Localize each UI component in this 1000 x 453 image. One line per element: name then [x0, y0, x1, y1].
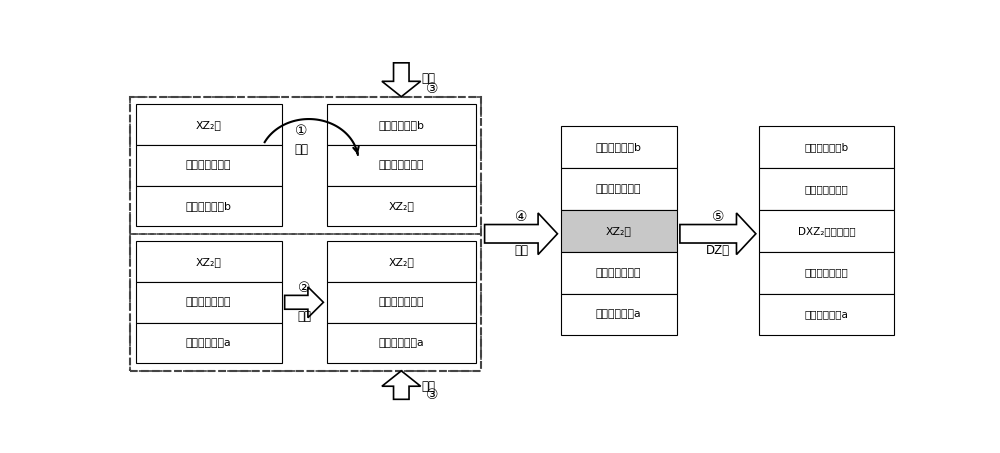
Bar: [326, 323, 476, 363]
Text: 透明导电基板b: 透明导电基板b: [596, 142, 642, 152]
Bar: [326, 241, 476, 282]
Bar: [130, 96, 481, 371]
Text: 无机空穴传输层: 无机空穴传输层: [804, 184, 848, 194]
Bar: [561, 294, 677, 335]
Text: 无机电子传输层: 无机电子传输层: [804, 268, 848, 278]
Polygon shape: [485, 213, 557, 255]
Text: 无机电子传输层: 无机电子传输层: [186, 297, 231, 307]
Text: 无机空穴传输层: 无机空穴传输层: [596, 184, 641, 194]
Bar: [561, 168, 677, 210]
Text: 透明导电基板b: 透明导电基板b: [804, 142, 848, 152]
Text: ②: ②: [298, 281, 310, 295]
Bar: [130, 96, 481, 234]
Text: 压力: 压力: [421, 72, 435, 85]
Text: 透明导电基板b: 透明导电基板b: [378, 120, 424, 130]
Bar: [759, 168, 894, 210]
Bar: [326, 145, 476, 186]
Text: ①: ①: [295, 124, 307, 138]
Bar: [136, 145, 282, 186]
Text: 翻转: 翻转: [294, 143, 308, 155]
Bar: [759, 251, 894, 294]
Bar: [326, 186, 476, 226]
Polygon shape: [382, 63, 421, 96]
Bar: [136, 241, 282, 282]
Text: ⑤: ⑤: [712, 210, 724, 224]
Text: 压力: 压力: [421, 380, 435, 393]
Bar: [130, 234, 481, 371]
Bar: [136, 186, 282, 226]
Text: XZ₂层: XZ₂层: [196, 120, 222, 130]
Text: XZ₂层: XZ₂层: [388, 257, 414, 267]
Text: XZ₂层: XZ₂层: [388, 201, 414, 211]
Text: 退火: 退火: [514, 244, 528, 257]
Bar: [326, 282, 476, 323]
Text: ③: ③: [426, 389, 439, 402]
Text: XZ₂层: XZ₂层: [606, 226, 632, 236]
Text: 透明导电基板b: 透明导电基板b: [186, 201, 232, 211]
Bar: [759, 294, 894, 335]
Text: 透明导电基板a: 透明导电基板a: [186, 338, 232, 348]
Text: DZ浴: DZ浴: [706, 244, 730, 257]
Text: 透明导电基板a: 透明导电基板a: [804, 309, 848, 319]
Bar: [561, 126, 677, 168]
Text: 无机电子传输层: 无机电子传输层: [596, 268, 641, 278]
Bar: [561, 251, 677, 294]
Polygon shape: [285, 287, 323, 318]
Text: 透明导电基板a: 透明导电基板a: [378, 338, 424, 348]
Text: DXZ₂型光捕获层: DXZ₂型光捕获层: [798, 226, 855, 236]
Bar: [136, 104, 282, 145]
Bar: [759, 126, 894, 168]
Polygon shape: [382, 371, 421, 400]
Text: 平移: 平移: [297, 310, 311, 323]
Text: 无机空穴传输层: 无机空穴传输层: [379, 160, 424, 170]
Text: ④: ④: [515, 210, 527, 224]
Bar: [136, 282, 282, 323]
Bar: [759, 210, 894, 251]
Bar: [136, 323, 282, 363]
Text: 透明导电基板a: 透明导电基板a: [596, 309, 641, 319]
Text: 无机电子传输层: 无机电子传输层: [379, 297, 424, 307]
Bar: [326, 104, 476, 145]
Polygon shape: [680, 213, 756, 255]
Text: ③: ③: [426, 82, 439, 96]
Text: 无机空穴传输层: 无机空穴传输层: [186, 160, 231, 170]
Text: XZ₂层: XZ₂层: [196, 257, 222, 267]
Bar: [561, 210, 677, 251]
